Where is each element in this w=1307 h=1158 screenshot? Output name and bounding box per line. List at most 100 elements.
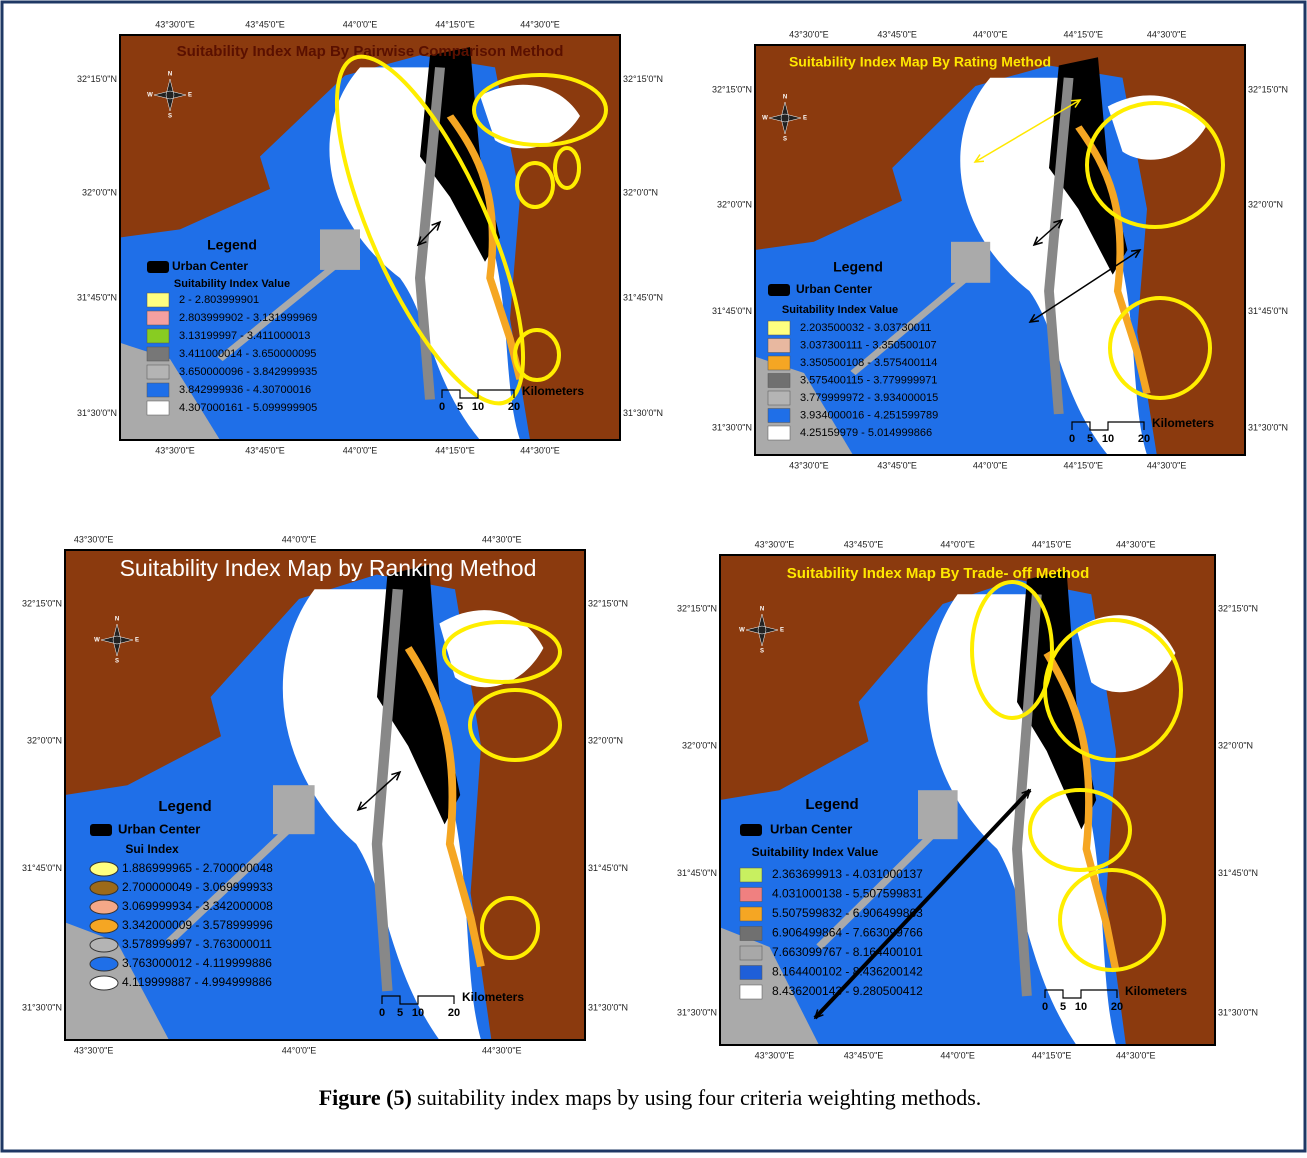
legend-swatch: [768, 391, 790, 405]
legend-label: 4.031000138 - 5.507599831: [772, 887, 923, 901]
legend-label: 2.803999902 - 3.131999969: [179, 312, 317, 324]
lat-label: 32°0'0"N: [623, 187, 658, 197]
lat-label: 31°30'0"N: [588, 1003, 628, 1013]
caption-label: Figure (5): [319, 1085, 412, 1110]
legend-swatch: [147, 347, 169, 361]
lat-label: 31°45'0"N: [1248, 306, 1288, 316]
legend-swatch: [740, 946, 762, 960]
legend-swatch: [90, 881, 118, 895]
lon-label: 43°30'0"E: [789, 460, 829, 470]
map-title: Suitability Index Map by Ranking Method: [120, 555, 537, 581]
lat-label: 31°30'0"N: [677, 1008, 717, 1018]
lon-label: 44°30'0"E: [520, 19, 560, 29]
legend-swatch: [90, 919, 118, 933]
legend-swatch: [768, 356, 790, 370]
map-panel: 43°30'0"E43°30'0"E43°45'0"E43°45'0"E44°0…: [677, 539, 1258, 1060]
compass-letter: W: [762, 116, 768, 122]
legend-label: 3.069999934 - 3.342000008: [122, 899, 273, 913]
lat-label: 31°30'0"N: [1248, 423, 1288, 433]
lat-label: 31°45'0"N: [77, 293, 117, 303]
lat-label: 32°15'0"N: [22, 598, 62, 608]
lat-label: 32°15'0"N: [588, 598, 628, 608]
lon-label: 44°30'0"E: [482, 1045, 522, 1055]
compass-letter: S: [783, 137, 787, 143]
lon-label: 43°30'0"E: [74, 534, 114, 544]
legend-urban-swatch: [768, 284, 790, 296]
scale-number: 20: [1138, 433, 1150, 445]
legend-swatch: [740, 888, 762, 902]
legend-title: Legend: [158, 798, 211, 815]
legend-label: 3.13199997 - 3.411000013: [179, 330, 310, 342]
legend-swatch: [740, 927, 762, 941]
scale-unit: Kilometers: [522, 384, 584, 398]
legend-label: 8.164400102 - 8.436200142: [772, 965, 923, 979]
lon-label: 43°30'0"E: [755, 1050, 795, 1060]
lon-label: 44°0'0"E: [343, 445, 378, 455]
legend-swatch: [147, 293, 169, 307]
lon-label: 44°0'0"E: [973, 29, 1008, 39]
legend-label: 2.363699913 - 4.031000137: [772, 867, 923, 881]
legend-label: 3.650000096 - 3.842999935: [179, 366, 317, 378]
figure: Figure (5) suitability index maps by usi…: [0, 0, 1307, 1153]
lon-label: 43°45'0"E: [877, 29, 917, 39]
lon-label: 44°15'0"E: [1032, 539, 1072, 549]
legend-title: Legend: [833, 259, 883, 275]
map-panel: 43°30'0"E43°30'0"E43°45'0"E43°45'0"E44°0…: [77, 19, 663, 455]
legend-swatch: [90, 938, 118, 952]
lon-label: 44°30'0"E: [1147, 29, 1187, 39]
scale-number: 5: [1087, 433, 1093, 445]
map-panel: 43°30'0"E43°30'0"E44°0'0"E44°0'0"E44°30'…: [22, 534, 628, 1055]
lat-label: 32°0'0"N: [1218, 740, 1253, 750]
scale-number: 10: [1102, 433, 1114, 445]
lat-label: 32°0'0"N: [717, 199, 752, 209]
compass-letter: E: [803, 116, 807, 122]
scale-number: 10: [1075, 1001, 1087, 1013]
lon-label: 44°15'0"E: [435, 445, 475, 455]
lat-label: 32°15'0"N: [1248, 84, 1288, 94]
legend-urban: Urban Center: [118, 821, 200, 836]
compass-letter: S: [115, 659, 119, 665]
legend-label: 3.578999997 - 3.763000011: [122, 937, 272, 951]
scale-number: 20: [1111, 1001, 1123, 1013]
lat-label: 32°15'0"N: [1218, 603, 1258, 613]
lon-label: 43°30'0"E: [74, 1045, 114, 1055]
lat-label: 31°45'0"N: [588, 863, 628, 873]
scale-number: 0: [1042, 1001, 1048, 1013]
compass-letter: W: [94, 638, 100, 644]
legend-label: 3.934000016 - 4.251599789: [800, 409, 938, 421]
scale-number: 10: [472, 401, 484, 413]
legend-label: 7.663099767 - 8.164400101: [772, 945, 923, 959]
legend-label: 3.350500108 - 3.575400114: [800, 357, 937, 369]
lat-label: 32°0'0"N: [588, 735, 623, 745]
legend-subtitle: Suitability Index Value: [174, 278, 290, 290]
compass-letter: E: [135, 638, 139, 644]
lat-label: 31°30'0"N: [623, 408, 663, 418]
lat-label: 31°30'0"N: [22, 1003, 62, 1013]
caption: Figure (5) suitability index maps by usi…: [319, 1085, 982, 1110]
lon-label: 43°30'0"E: [755, 539, 795, 549]
legend-label: 1.886999965 - 2.700000048: [122, 861, 273, 875]
legend-swatch: [147, 365, 169, 379]
lon-label: 43°45'0"E: [245, 19, 285, 29]
legend-label: 3.575400115 - 3.779999971: [800, 374, 937, 386]
legend-swatch: [90, 862, 118, 876]
legend-swatch: [147, 311, 169, 325]
legend-swatch: [147, 401, 169, 415]
legend-label: 3.342000009 - 3.578999996: [122, 918, 273, 932]
legend-swatch: [768, 409, 790, 423]
lat-label: 31°45'0"N: [712, 306, 752, 316]
caption-text: suitability index maps by using four cri…: [412, 1085, 981, 1110]
legend-label: 2.203500032 - 3.03730011: [800, 322, 931, 334]
legend-urban: Urban Center: [796, 282, 872, 296]
compass-letter: N: [783, 95, 787, 101]
legend-label: 3.411000014 - 3.650000095: [179, 348, 316, 360]
map-title: Suitability Index Map By Trade- off Meth…: [787, 565, 1090, 582]
lon-label: 43°45'0"E: [877, 460, 917, 470]
map-title: Suitability Index Map By Rating Method: [789, 54, 1051, 70]
legend-label: 3.842999936 - 4.30700016: [179, 384, 311, 396]
lat-label: 32°15'0"N: [77, 74, 117, 84]
lon-label: 43°30'0"E: [789, 29, 829, 39]
lon-label: 44°0'0"E: [940, 1050, 975, 1060]
compass-letter: W: [147, 93, 153, 99]
compass-letter: N: [115, 617, 119, 623]
